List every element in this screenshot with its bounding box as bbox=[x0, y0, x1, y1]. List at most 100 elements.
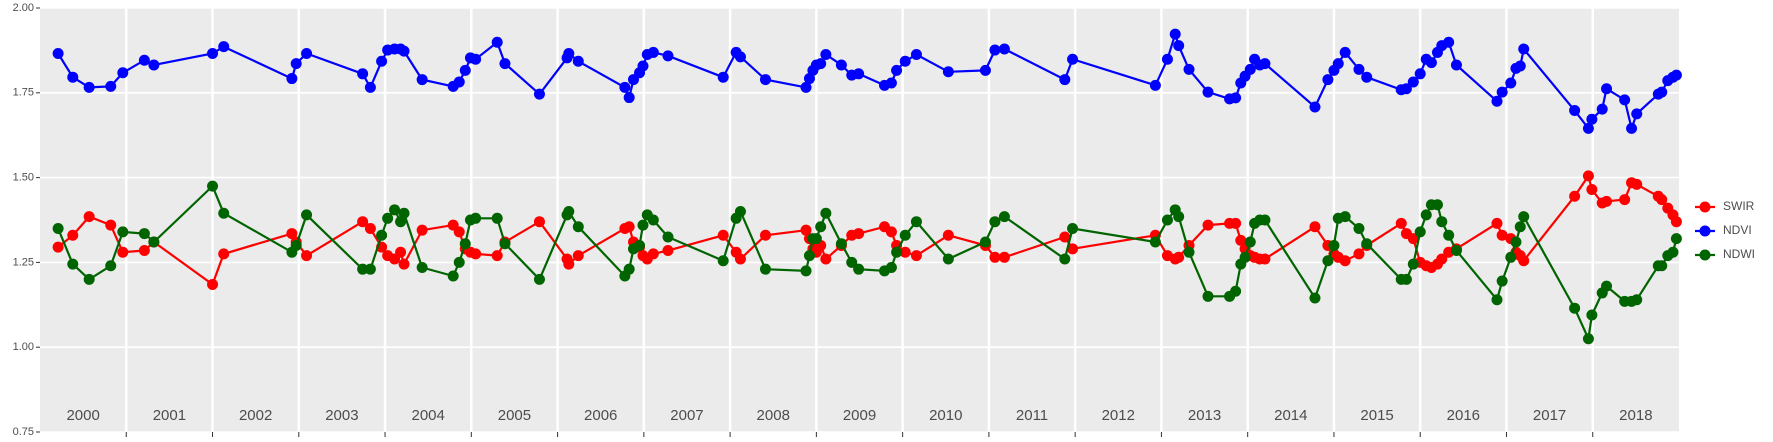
point bbox=[395, 216, 407, 228]
point bbox=[1361, 71, 1373, 83]
point bbox=[1407, 258, 1419, 270]
point bbox=[138, 54, 150, 66]
point bbox=[470, 53, 482, 65]
point bbox=[138, 245, 150, 257]
point bbox=[800, 265, 812, 277]
point bbox=[470, 248, 482, 260]
point bbox=[1601, 195, 1613, 207]
point bbox=[998, 251, 1010, 263]
point bbox=[1259, 214, 1271, 226]
point bbox=[1510, 236, 1522, 248]
point bbox=[1626, 122, 1638, 134]
point bbox=[1631, 294, 1643, 306]
point bbox=[1569, 104, 1581, 116]
point bbox=[52, 222, 64, 234]
point bbox=[803, 250, 815, 262]
point bbox=[759, 74, 771, 86]
point bbox=[800, 224, 812, 236]
point bbox=[1161, 214, 1173, 226]
point bbox=[1149, 79, 1161, 91]
point bbox=[1586, 183, 1598, 195]
point bbox=[1353, 63, 1365, 75]
point bbox=[717, 229, 729, 241]
point bbox=[1450, 245, 1462, 257]
point bbox=[117, 67, 129, 79]
point bbox=[207, 180, 219, 192]
point bbox=[1670, 216, 1682, 228]
point bbox=[899, 229, 911, 241]
point bbox=[717, 71, 729, 83]
point bbox=[416, 224, 428, 236]
point bbox=[979, 236, 991, 248]
point bbox=[52, 47, 64, 59]
point bbox=[835, 59, 847, 71]
point bbox=[1601, 280, 1613, 292]
point bbox=[662, 245, 674, 257]
point bbox=[1656, 260, 1668, 272]
point bbox=[376, 229, 388, 241]
point bbox=[364, 222, 376, 234]
point bbox=[453, 76, 465, 88]
point bbox=[989, 251, 1001, 263]
point bbox=[1631, 108, 1643, 120]
point bbox=[1067, 222, 1079, 234]
point bbox=[1505, 251, 1517, 263]
point bbox=[1173, 251, 1185, 263]
point bbox=[1518, 43, 1530, 55]
point bbox=[1586, 113, 1598, 125]
point bbox=[1656, 86, 1668, 98]
point bbox=[1496, 229, 1508, 241]
point bbox=[942, 253, 954, 265]
point bbox=[734, 253, 746, 265]
point bbox=[1601, 83, 1613, 95]
point bbox=[1619, 94, 1631, 106]
point bbox=[1443, 229, 1455, 241]
point bbox=[637, 219, 649, 231]
point bbox=[734, 51, 746, 63]
year-label: 2013 bbox=[1188, 407, 1221, 424]
point bbox=[647, 46, 659, 58]
point bbox=[820, 253, 832, 265]
point bbox=[1244, 63, 1256, 75]
year-label: 2001 bbox=[153, 407, 186, 424]
y-tick-label: 1.75 bbox=[13, 87, 34, 99]
legend-marker bbox=[1699, 201, 1711, 213]
year-label: 2006 bbox=[584, 407, 617, 424]
point bbox=[1582, 122, 1594, 134]
point bbox=[623, 221, 635, 233]
year-label: 2004 bbox=[411, 407, 444, 424]
point bbox=[1414, 68, 1426, 80]
point bbox=[647, 214, 659, 226]
point bbox=[491, 250, 503, 262]
point bbox=[800, 81, 812, 93]
point bbox=[1491, 217, 1503, 229]
y-tick-label: 2.00 bbox=[13, 2, 34, 14]
point bbox=[1505, 77, 1517, 89]
point bbox=[301, 209, 313, 221]
year-label: 2017 bbox=[1533, 407, 1566, 424]
legend-label: SWIR bbox=[1723, 199, 1755, 213]
point bbox=[1569, 190, 1581, 202]
point bbox=[1414, 226, 1426, 238]
point bbox=[1328, 239, 1340, 251]
legend-label: NDWI bbox=[1723, 247, 1755, 261]
year-label: 2018 bbox=[1619, 407, 1652, 424]
year-label: 2003 bbox=[325, 407, 358, 424]
point bbox=[1395, 217, 1407, 229]
legend-marker bbox=[1699, 249, 1711, 261]
point bbox=[1202, 86, 1214, 98]
point bbox=[1436, 253, 1448, 265]
point bbox=[815, 221, 827, 233]
y-tick-label: 1.50 bbox=[13, 172, 34, 184]
point bbox=[572, 250, 584, 262]
point bbox=[820, 48, 832, 60]
point bbox=[301, 47, 313, 59]
point bbox=[286, 73, 298, 85]
y-tick-label: 0.75 bbox=[13, 426, 34, 438]
point bbox=[1518, 211, 1530, 223]
point bbox=[1361, 238, 1373, 250]
y-tick-label: 1.00 bbox=[13, 341, 34, 353]
point bbox=[942, 229, 954, 241]
